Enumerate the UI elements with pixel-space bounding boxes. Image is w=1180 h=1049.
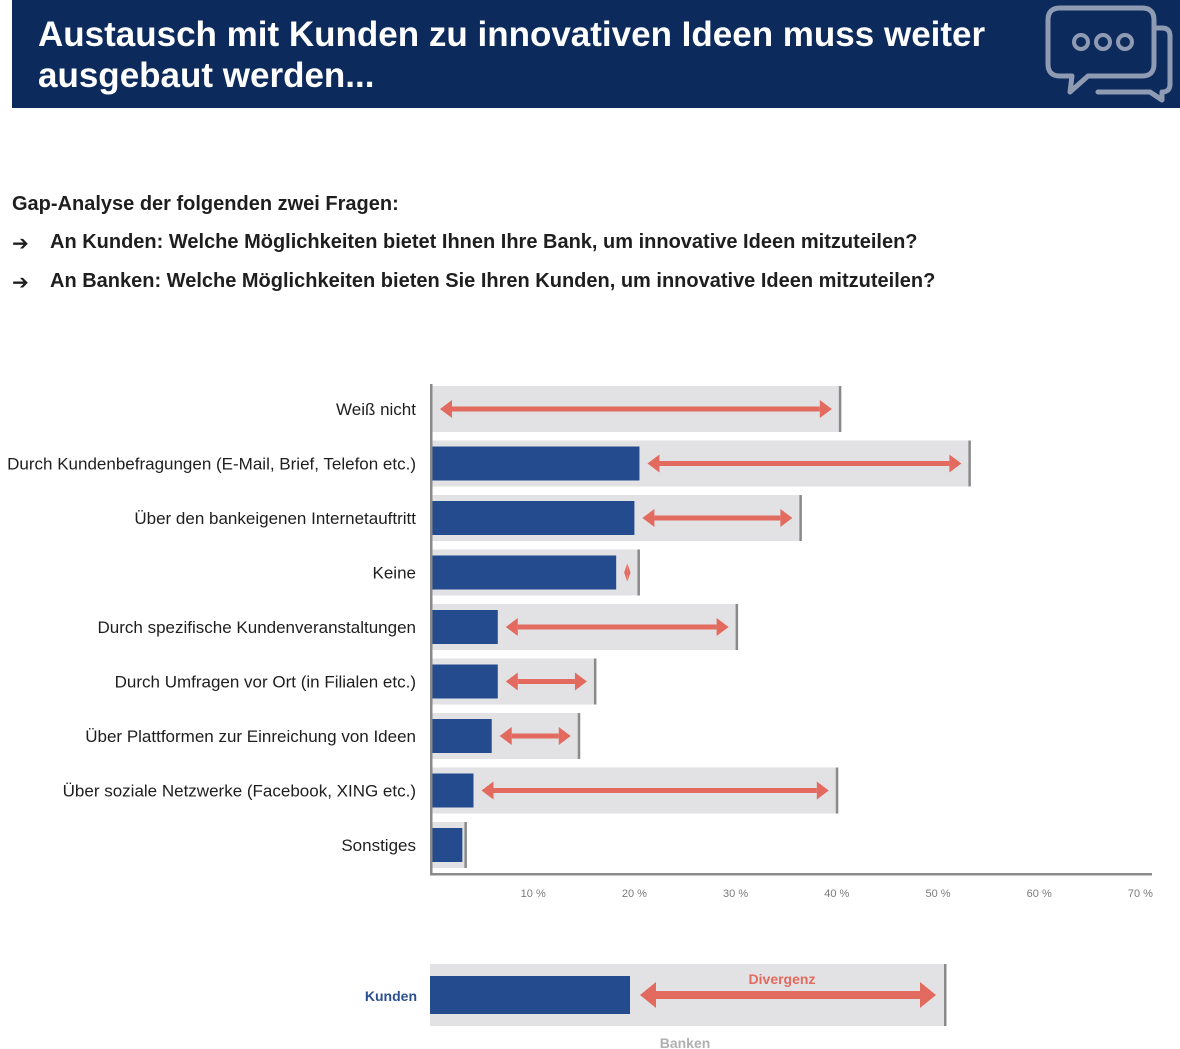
arrow-head-right — [819, 400, 832, 418]
kunden-bar — [432, 664, 498, 699]
page-title: Austausch mit Kunden zu innovativen Idee… — [38, 15, 986, 95]
kunden-bar — [432, 446, 640, 481]
arrow-head-left — [440, 400, 452, 418]
arrow-head-right — [716, 618, 729, 636]
chart-row: Über den bankeigenen Internetauftritt — [134, 495, 802, 541]
chart-legend: Kunden Divergenz Banken — [365, 964, 947, 1049]
arrow-right-icon: ➔ — [12, 233, 29, 255]
gap-arrow — [642, 509, 793, 527]
x-tick-label: 50 % — [925, 888, 950, 900]
y-axis-line — [430, 384, 433, 874]
arrow-head-right — [780, 509, 793, 527]
legend-kunden-label: Kunden — [365, 988, 417, 1004]
x-axis-line — [430, 873, 1152, 876]
kunden-bar — [432, 610, 498, 644]
arrow-shaft — [656, 991, 920, 999]
category-label: Keine — [373, 564, 416, 583]
legend-divergenz-label: Divergenz — [749, 971, 816, 987]
kunden-bar — [432, 773, 474, 808]
category-label: Über soziale Netzwerke (Facebook, XING e… — [63, 782, 416, 801]
x-tick-label: 60 % — [1027, 888, 1052, 900]
category-label: Sonstiges — [341, 836, 416, 855]
category-label: Durch spezifische Kundenveranstaltungen — [98, 618, 416, 637]
arrow-head-right — [574, 672, 587, 691]
legend-divergenz-arrow — [640, 982, 936, 1008]
arrow-head-left — [505, 618, 518, 636]
arrow-shaft — [511, 733, 559, 739]
chart-row: Durch Umfragen vor Ort (in Filialen etc.… — [115, 658, 597, 705]
chart-row: Sonstiges — [341, 822, 467, 868]
chart-row: Über Plattformen zur Einreichung von Ide… — [85, 713, 581, 759]
category-label: Über Plattformen zur Einreichung von Ide… — [85, 727, 416, 746]
arrow-shaft — [517, 679, 575, 684]
gap-arrow — [505, 672, 587, 691]
gap-arrow — [647, 454, 962, 473]
arrow-head-right — [920, 982, 936, 1008]
chart-row: Durch spezifische Kundenveranstaltungen — [98, 604, 739, 650]
x-tick-label: 70 % — [1128, 888, 1153, 900]
gap-arrow — [624, 563, 631, 582]
banken-bar-end — [799, 495, 802, 541]
arrow-shaft — [654, 515, 781, 521]
gap-arrow — [440, 400, 832, 418]
banken-bar-end — [593, 658, 597, 705]
chart-row: Durch Kundenbefragungen (E-Mail, Brief, … — [7, 440, 971, 487]
legend-banken-end — [944, 964, 947, 1026]
chart-row: Weiß nicht — [336, 386, 842, 432]
arrow-head-right — [558, 727, 571, 745]
intro-section: Gap-Analyse der folgenden zwei Fragen: ➔… — [12, 193, 935, 294]
arrow-shaft — [659, 461, 950, 466]
banken-bar-end — [735, 604, 739, 650]
arrow-head-left — [499, 727, 512, 745]
x-tick-label: 40 % — [824, 888, 849, 900]
arrow-head-left — [647, 454, 660, 473]
category-label: Durch Kundenbefragungen (E-Mail, Brief, … — [7, 455, 416, 474]
arrow-head-left — [481, 781, 494, 800]
arrow-shaft — [517, 624, 717, 630]
arrow-head-left — [642, 509, 655, 527]
intro-heading: Gap-Analyse der folgenden zwei Fragen: — [12, 193, 399, 215]
arrow-head-right — [949, 454, 962, 473]
kunden-bar — [432, 501, 635, 535]
arrow-right-icon: ➔ — [12, 272, 29, 294]
banken-bar-end — [577, 713, 581, 759]
x-tick-label: 30 % — [723, 888, 748, 900]
kunden-bar — [432, 555, 617, 590]
x-tick-label: 10 % — [521, 888, 546, 900]
gap-bar-chart: Weiß nicht Durch Kundenbefragungen (E-Mai… — [7, 384, 1153, 900]
chart-row: Keine — [373, 549, 640, 596]
arrow-head-left — [624, 563, 628, 582]
kunden-bar — [432, 719, 492, 753]
question-text: An Banken: Welche Möglichkeiten bieten S… — [50, 270, 936, 292]
chart-row: Über soziale Netzwerke (Facebook, XING e… — [63, 767, 839, 814]
banken-bar-end — [968, 440, 971, 487]
banken-bar-end — [637, 549, 640, 596]
kunden-bar — [432, 828, 463, 862]
x-tick-label: 20 % — [622, 888, 647, 900]
gap-arrow — [481, 781, 829, 800]
arrow-head-left — [640, 982, 656, 1008]
header-banner: Austausch mit Kunden zu innovativen Idee… — [12, 0, 1180, 108]
gap-arrow — [499, 727, 571, 745]
category-label: Über den bankeigenen Internetauftritt — [134, 509, 416, 528]
arrow-head-right — [627, 563, 631, 582]
arrow-shaft — [493, 788, 817, 793]
gap-arrow — [505, 618, 729, 636]
question-text: An Kunden: Welche Möglichkeiten bietet I… — [50, 231, 918, 253]
category-label: Weiß nicht — [336, 400, 416, 419]
legend-kunden-swatch — [430, 976, 630, 1014]
legend-banken-label: Banken — [660, 1035, 711, 1049]
arrow-head-right — [816, 781, 829, 800]
banken-bar-end — [464, 822, 467, 868]
arrow-head-left — [505, 672, 518, 691]
category-label: Durch Umfragen vor Ort (in Filialen etc.… — [115, 673, 416, 692]
chat-bubbles-icon — [1045, 5, 1173, 103]
arrow-shaft — [452, 406, 820, 412]
banken-bar-end — [838, 386, 842, 432]
banken-bar-end — [835, 767, 839, 814]
